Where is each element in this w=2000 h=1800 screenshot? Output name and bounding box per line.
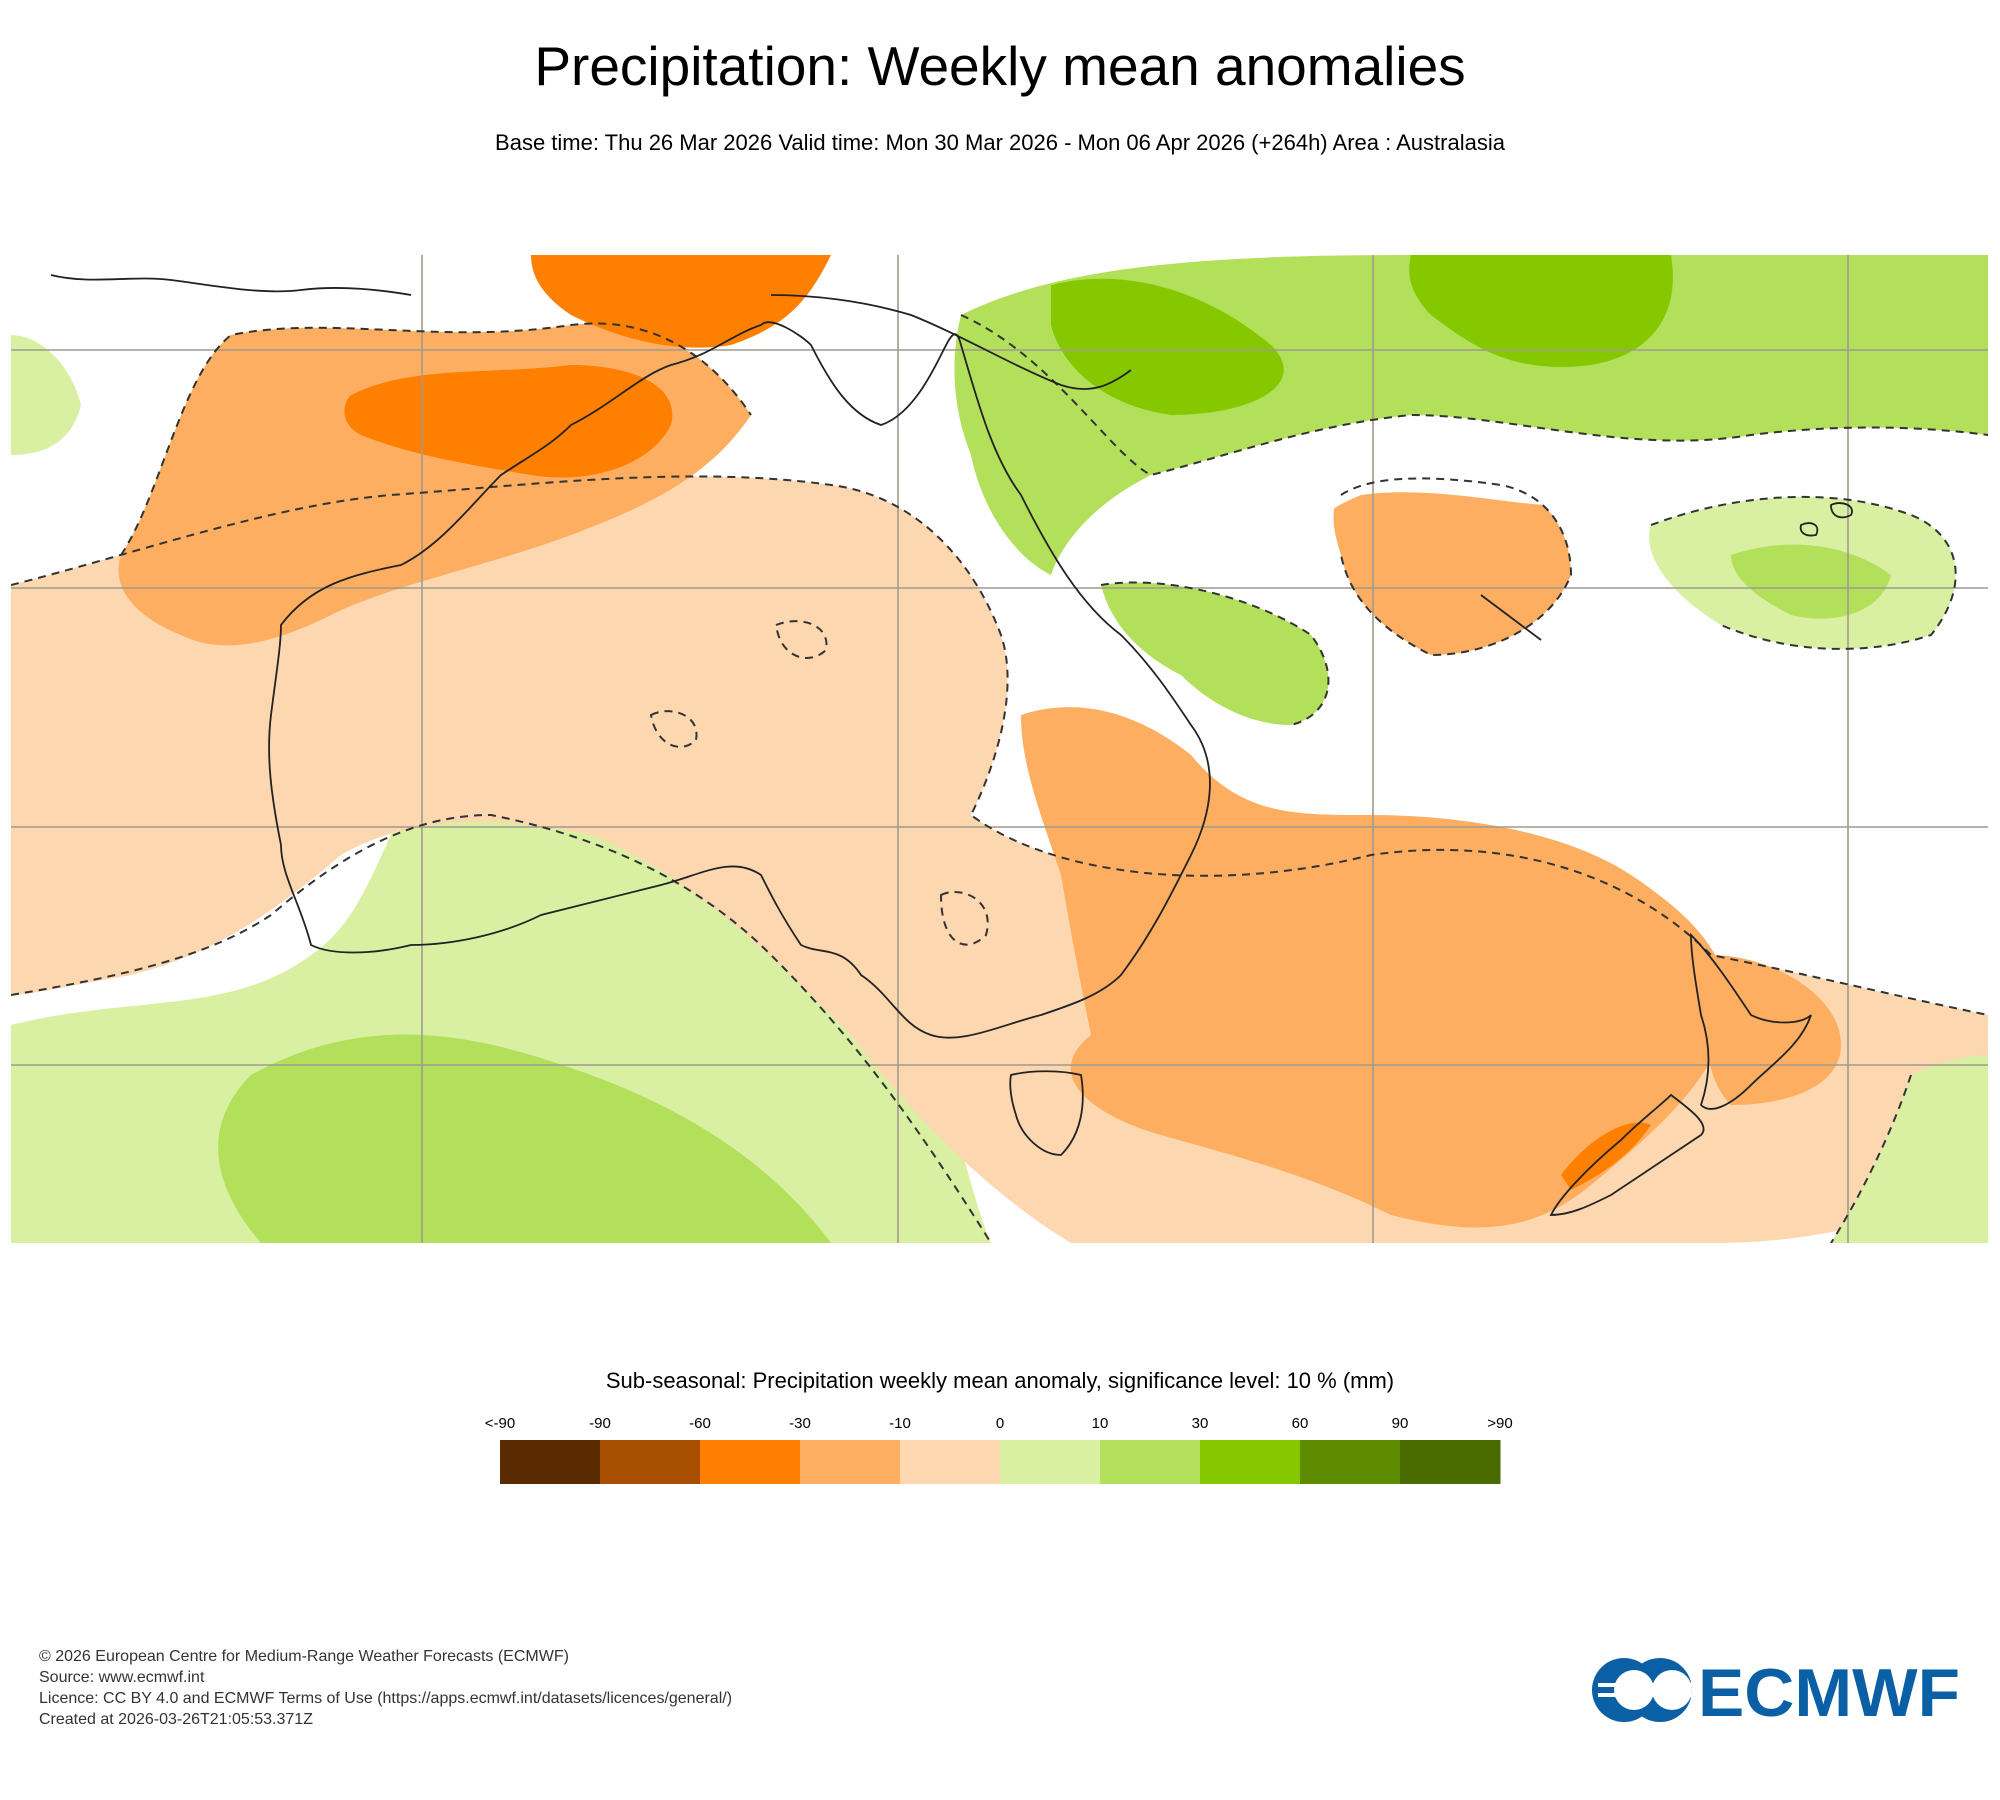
map-graticule (11, 255, 1988, 1243)
footer-licence: Licence: CC BY 4.0 and ECMWF Terms of Us… (39, 1690, 733, 1707)
coastlines (50, 274, 1853, 1216)
page-subtitle: Base time: Thu 26 Mar 2026 Valid time: M… (495, 130, 1505, 155)
anomaly-region (1831, 1055, 1988, 1243)
anomaly-region (1091, 425, 1551, 595)
anomaly-region (1409, 255, 1673, 367)
footer-copyright: © 2026 European Centre for Medium-Range … (39, 1648, 569, 1665)
footer-created: Created at 2026-03-26T21:05:53.371Z (39, 1711, 313, 1728)
legend-tick-label: >90 (1487, 1415, 1512, 1432)
legend-tick-label: 60 (1292, 1415, 1309, 1432)
new-caledonia-coastline (1480, 594, 1542, 641)
nz-south-coastline (1549, 1093, 1705, 1216)
anomaly-region (1051, 278, 1284, 415)
page-title: Precipitation: Weekly mean anomalies (534, 35, 1466, 97)
anomaly-region (344, 365, 673, 478)
anomaly-region (1705, 955, 1841, 1105)
nz-north-coastline (1690, 932, 1812, 1110)
legend-swatch (600, 1440, 701, 1484)
legend-swatch (800, 1440, 901, 1484)
anomaly-region (11, 335, 81, 455)
anomaly-map (11, 255, 1988, 1243)
anomaly-region (1731, 544, 1891, 619)
legend-swatch (1400, 1440, 1501, 1484)
ecmwf-logo: ECMWF (1592, 1655, 1960, 1726)
legend-tick-label: -30 (789, 1415, 811, 1432)
legend-tick-label: 0 (996, 1415, 1004, 1432)
australia-coastline (268, 321, 1211, 1039)
legend-tick-label: <-90 (485, 1415, 515, 1432)
legend-swatch (1200, 1440, 1301, 1484)
legend-tick-label: 30 (1192, 1415, 1209, 1432)
legend-tick-label: -10 (889, 1415, 911, 1432)
significance-contours (11, 314, 1988, 1243)
legend-tick-label: 10 (1092, 1415, 1109, 1432)
legend-swatch (900, 1440, 1001, 1484)
legend-swatch (1000, 1440, 1101, 1484)
footer-source: Source: www.ecmwf.int (39, 1669, 205, 1686)
new-guinea-coastline (770, 294, 1132, 390)
legend-title: Sub-seasonal: Precipitation weekly mean … (605, 1368, 1395, 1393)
legend-swatch (1100, 1440, 1201, 1484)
legend-swatch (1300, 1440, 1401, 1484)
anomaly-region (218, 1034, 832, 1243)
legend-swatch (700, 1440, 801, 1484)
footer: © 2026 European Centre for Medium-Range … (39, 1646, 732, 1730)
legend-swatch (500, 1440, 601, 1484)
tasmania-coastline (1009, 1070, 1084, 1156)
ecmwf-logo-text: ECMWF (1698, 1655, 1960, 1726)
legend-tick-label: 90 (1392, 1415, 1409, 1432)
anomaly-region (1333, 478, 1571, 655)
legend-tick-label: -90 (589, 1415, 611, 1432)
legend-colorbar: <-90 -90 -60 -30 -10 0 10 30 60 90 >90 (485, 1415, 1513, 1484)
anomaly-region (1101, 582, 1329, 725)
legend-tick-label: -60 (689, 1415, 711, 1432)
